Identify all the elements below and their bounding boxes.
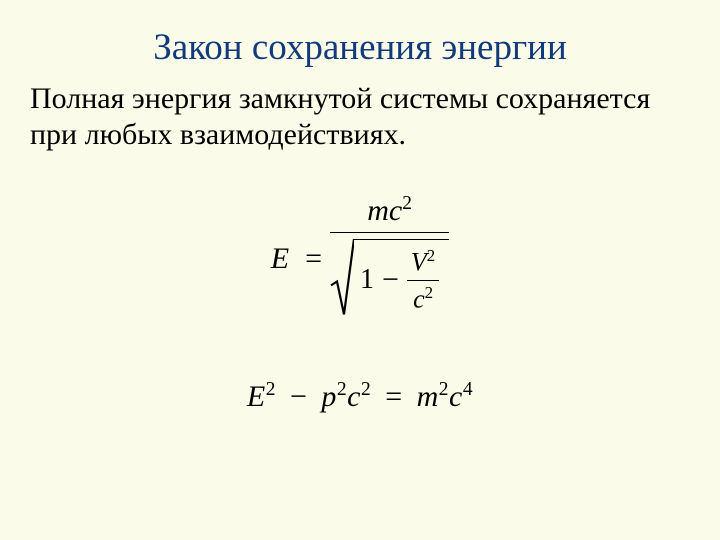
slide-title: Закон сохранения энергии xyxy=(30,26,690,69)
sym-one: 1 xyxy=(360,264,374,296)
formula-area: E = mc2 1 − xyxy=(30,193,690,414)
main-fraction: mc2 1 − xyxy=(330,193,449,324)
sym-sup2-v: 2 xyxy=(427,246,435,265)
sym-sup2: 2 xyxy=(402,193,412,214)
sym-c2b: c xyxy=(449,380,463,413)
sup-p2: 2 xyxy=(337,379,347,400)
sym-p: p xyxy=(321,380,337,413)
formula-energy-relativistic: E = mc2 1 − xyxy=(271,193,450,324)
sym-E2: E xyxy=(247,380,266,413)
sym-eq2: = xyxy=(385,380,402,413)
sym-sup2-c: 2 xyxy=(425,283,433,302)
sym-c2a: c xyxy=(347,380,361,413)
sup-c4: 4 xyxy=(463,379,473,400)
sym-m: m xyxy=(367,194,389,227)
slide: Закон сохранения энергии Полная энергия … xyxy=(0,0,720,540)
sym-c: c xyxy=(389,194,402,227)
radical-icon xyxy=(330,239,354,316)
sup-m2: 2 xyxy=(439,379,449,400)
sym-minus2: − xyxy=(290,380,307,413)
slide-body-text: Полная энергия замкнутой системы сохраня… xyxy=(30,81,690,153)
sym-minus: − xyxy=(382,263,399,297)
sqrt: 1 − V2 c2 xyxy=(330,239,449,316)
sym-V: V xyxy=(411,248,427,277)
sym-E: E xyxy=(271,242,289,275)
formula-energy-momentum: E2 − p2c2 = m2c4 xyxy=(247,379,473,414)
sup-c2a: 2 xyxy=(361,379,371,400)
sym-m2: m xyxy=(417,380,439,413)
sym-equals: = xyxy=(305,242,322,276)
inner-fraction: V2 c2 xyxy=(407,246,439,314)
sym-c-den: c xyxy=(413,284,425,313)
sup-E2: 2 xyxy=(266,379,276,400)
